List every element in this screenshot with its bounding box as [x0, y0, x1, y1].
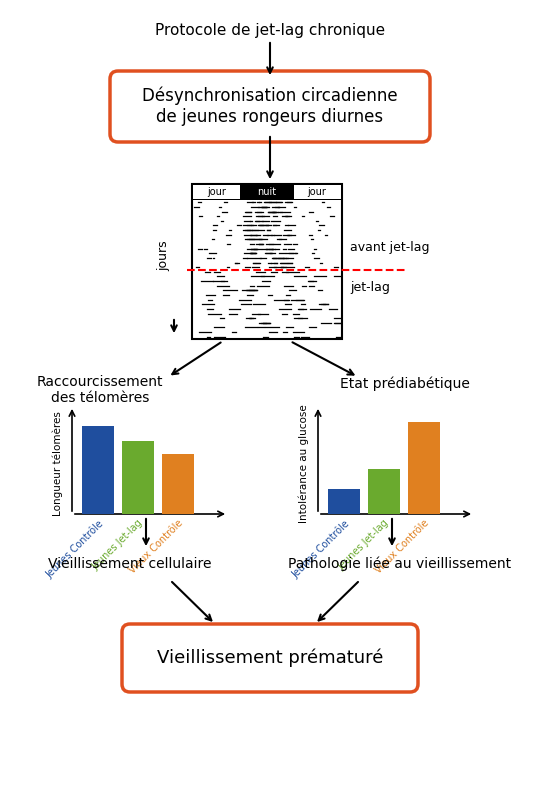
Bar: [408, 422, 440, 514]
Bar: [122, 441, 154, 514]
FancyBboxPatch shape: [110, 71, 430, 142]
Text: Vieux Contrôle: Vieux Contrôle: [374, 518, 431, 576]
Text: Pathologie liée au vieillissement: Pathologie liée au vieillissement: [288, 557, 511, 571]
Text: avant jet-lag: avant jet-lag: [350, 241, 429, 254]
Text: Longueur télomères: Longueur télomères: [53, 412, 63, 516]
Text: jours: jours: [158, 240, 171, 271]
Text: Jeunes Contrôle: Jeunes Contrôle: [290, 518, 352, 580]
Bar: [368, 469, 400, 514]
Bar: [328, 489, 360, 514]
Bar: [193, 185, 240, 199]
Bar: [162, 454, 194, 514]
Text: Protocole de jet-lag chronique: Protocole de jet-lag chronique: [155, 22, 385, 37]
Text: Vieillissement cellulaire: Vieillissement cellulaire: [48, 557, 212, 571]
Text: Intolérance au glucose: Intolérance au glucose: [299, 405, 309, 524]
Text: Vieux Contrôle: Vieux Contrôle: [127, 518, 185, 576]
Text: nuit: nuit: [258, 187, 276, 197]
Text: Jeunes Jet-lag: Jeunes Jet-lag: [91, 518, 145, 573]
Bar: [192, 184, 342, 200]
Text: Jeunes Jet-lag: Jeunes Jet-lag: [337, 518, 391, 573]
Bar: [192, 184, 342, 339]
Text: jour: jour: [308, 187, 327, 197]
Text: Jeunes Contrôle: Jeunes Contrôle: [44, 518, 105, 580]
Text: Etat prédiabétique: Etat prédiabétique: [340, 377, 470, 391]
Bar: [294, 185, 341, 199]
Bar: [82, 426, 114, 514]
Text: jet-lag: jet-lag: [350, 281, 390, 294]
Text: Vieillissement prématuré: Vieillissement prématuré: [157, 649, 383, 667]
Text: Désynchronisation circadienne
de jeunes rongeurs diurnes: Désynchronisation circadienne de jeunes …: [142, 87, 398, 126]
Text: Raccourcissement
des télomères: Raccourcissement des télomères: [37, 375, 163, 405]
Text: jour: jour: [207, 187, 226, 197]
FancyBboxPatch shape: [122, 624, 418, 692]
